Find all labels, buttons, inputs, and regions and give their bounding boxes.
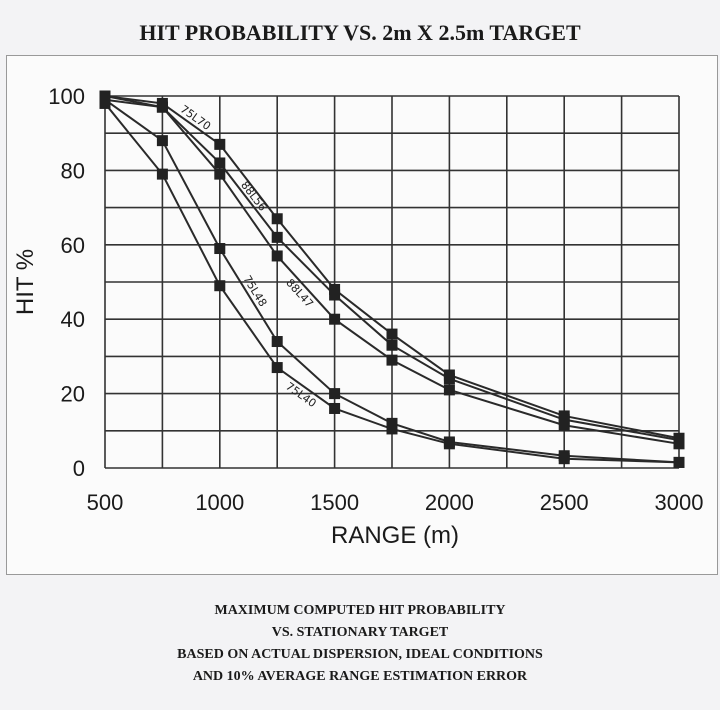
data-point — [329, 402, 341, 414]
data-point — [271, 362, 283, 374]
x-tick-label: 2500 — [540, 490, 589, 515]
data-point — [329, 289, 341, 301]
y-tick-label: 0 — [73, 456, 85, 481]
data-point — [386, 354, 398, 366]
data-point — [386, 339, 398, 351]
data-point — [329, 388, 341, 400]
x-tick-label: 1500 — [310, 490, 359, 515]
data-point — [443, 438, 455, 450]
data-point — [558, 419, 570, 431]
data-point — [156, 101, 168, 113]
data-point — [386, 328, 398, 340]
data-point — [99, 97, 111, 109]
chart-panel — [6, 55, 718, 575]
data-point — [386, 423, 398, 435]
data-point — [673, 438, 685, 450]
data-point — [329, 283, 341, 295]
data-point — [214, 157, 226, 169]
x-tick-label: 500 — [87, 490, 124, 515]
data-point — [214, 168, 226, 180]
y-tick-label: 20 — [61, 382, 85, 407]
data-point — [673, 456, 685, 468]
chart-caption: MAXIMUM COMPUTED HIT PROBABILITY VS. STA… — [0, 600, 720, 688]
caption-line: BASED ON ACTUAL DISPERSION, IDEAL CONDIT… — [177, 647, 543, 662]
series-75L40: 75L40 — [99, 97, 685, 468]
data-point — [329, 313, 341, 325]
data-point — [386, 417, 398, 429]
chart: 500 1000 1500 2000 2500 3000 0 20 40 60 80 100 RANGE… — [12, 84, 704, 549]
x-tick-label: 3000 — [655, 490, 704, 515]
data-point — [271, 213, 283, 225]
caption-line: MAXIMUM COMPUTED HIT PROBABILITY — [214, 603, 506, 618]
y-tick-label: 100 — [48, 84, 85, 109]
y-tick-label: 40 — [61, 307, 85, 332]
x-tick-label: 1000 — [195, 490, 244, 515]
data-point — [558, 414, 570, 426]
data-point — [443, 384, 455, 396]
y-axis-label: HIT % — [12, 249, 39, 315]
x-tick-label: 2000 — [425, 490, 474, 515]
data-point — [558, 453, 570, 465]
data-point — [271, 250, 283, 262]
y-tick-label: 60 — [61, 233, 85, 258]
data-point — [156, 135, 168, 147]
caption-line: AND 10% AVERAGE RANGE ESTIMATION ERROR — [192, 669, 528, 684]
caption-line: VS. STATIONARY TARGET — [271, 625, 449, 640]
data-point — [443, 373, 455, 385]
chart-title: HIT PROBABILITY VS. 2m X 2.5m TARGET — [139, 20, 581, 45]
data-point — [271, 336, 283, 348]
data-point — [214, 280, 226, 292]
data-point — [214, 138, 226, 150]
data-point — [156, 168, 168, 180]
x-axis-label: RANGE (m) — [331, 522, 459, 549]
y-tick-label: 80 — [61, 158, 85, 183]
data-point — [214, 243, 226, 255]
data-point — [271, 231, 283, 243]
